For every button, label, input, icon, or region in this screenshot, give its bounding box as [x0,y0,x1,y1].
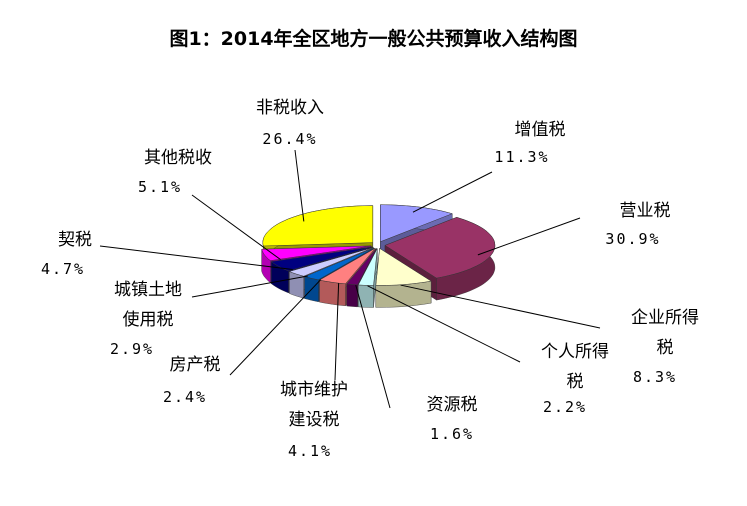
value-label: 8.3% [632,368,678,386]
leader-line [191,275,308,298]
leader-line [355,284,391,409]
slice-label: 契税 [58,230,92,250]
slice-label: 资源税 [426,395,478,415]
leader-line [229,279,322,376]
slice-label: 营业税 [619,201,671,221]
value-label: 2.2% [542,398,588,416]
value-label: 4.7% [40,260,86,278]
leader-line [99,245,293,271]
slice [261,245,372,261]
value-label: 30.9% [605,230,661,248]
leader-line [477,217,581,256]
slice [288,247,374,277]
leader-line [191,194,281,261]
value-label: 26.4% [262,130,318,148]
value-label: 1.6% [429,425,475,443]
value-label: 2.9% [109,340,155,358]
leader-line [294,149,305,222]
slice-label: 企业所得税 [631,308,699,358]
slice-side [346,283,358,308]
slice-label: 非税收入 [256,98,324,118]
value-label: 4.1% [287,442,333,460]
value-label: 2.4% [162,388,208,406]
leader-line [400,284,601,329]
slice [318,247,376,285]
chart-title: 图1：2014年全区地方一般公共预算收入结构图 [169,28,578,50]
slice [380,204,453,243]
slice-label: 房产税 [169,355,221,375]
slice [262,205,374,247]
slice [270,246,373,272]
slice [375,247,432,286]
value-label: 11.3% [494,148,550,166]
value-label: 5.1% [137,178,183,196]
slice-label: 城镇土地使用税 [114,280,182,330]
leader-line [367,285,521,363]
leader-line [412,171,493,213]
slice [346,248,377,286]
slice-label: 个人所得税 [541,342,609,392]
slice-side [319,279,346,307]
slice-label: 增值税 [514,120,566,140]
slice-label: 城市维护建设税 [280,380,348,430]
slice [357,248,378,286]
slice-label: 其他税收 [144,148,212,168]
leader-line [334,283,340,381]
